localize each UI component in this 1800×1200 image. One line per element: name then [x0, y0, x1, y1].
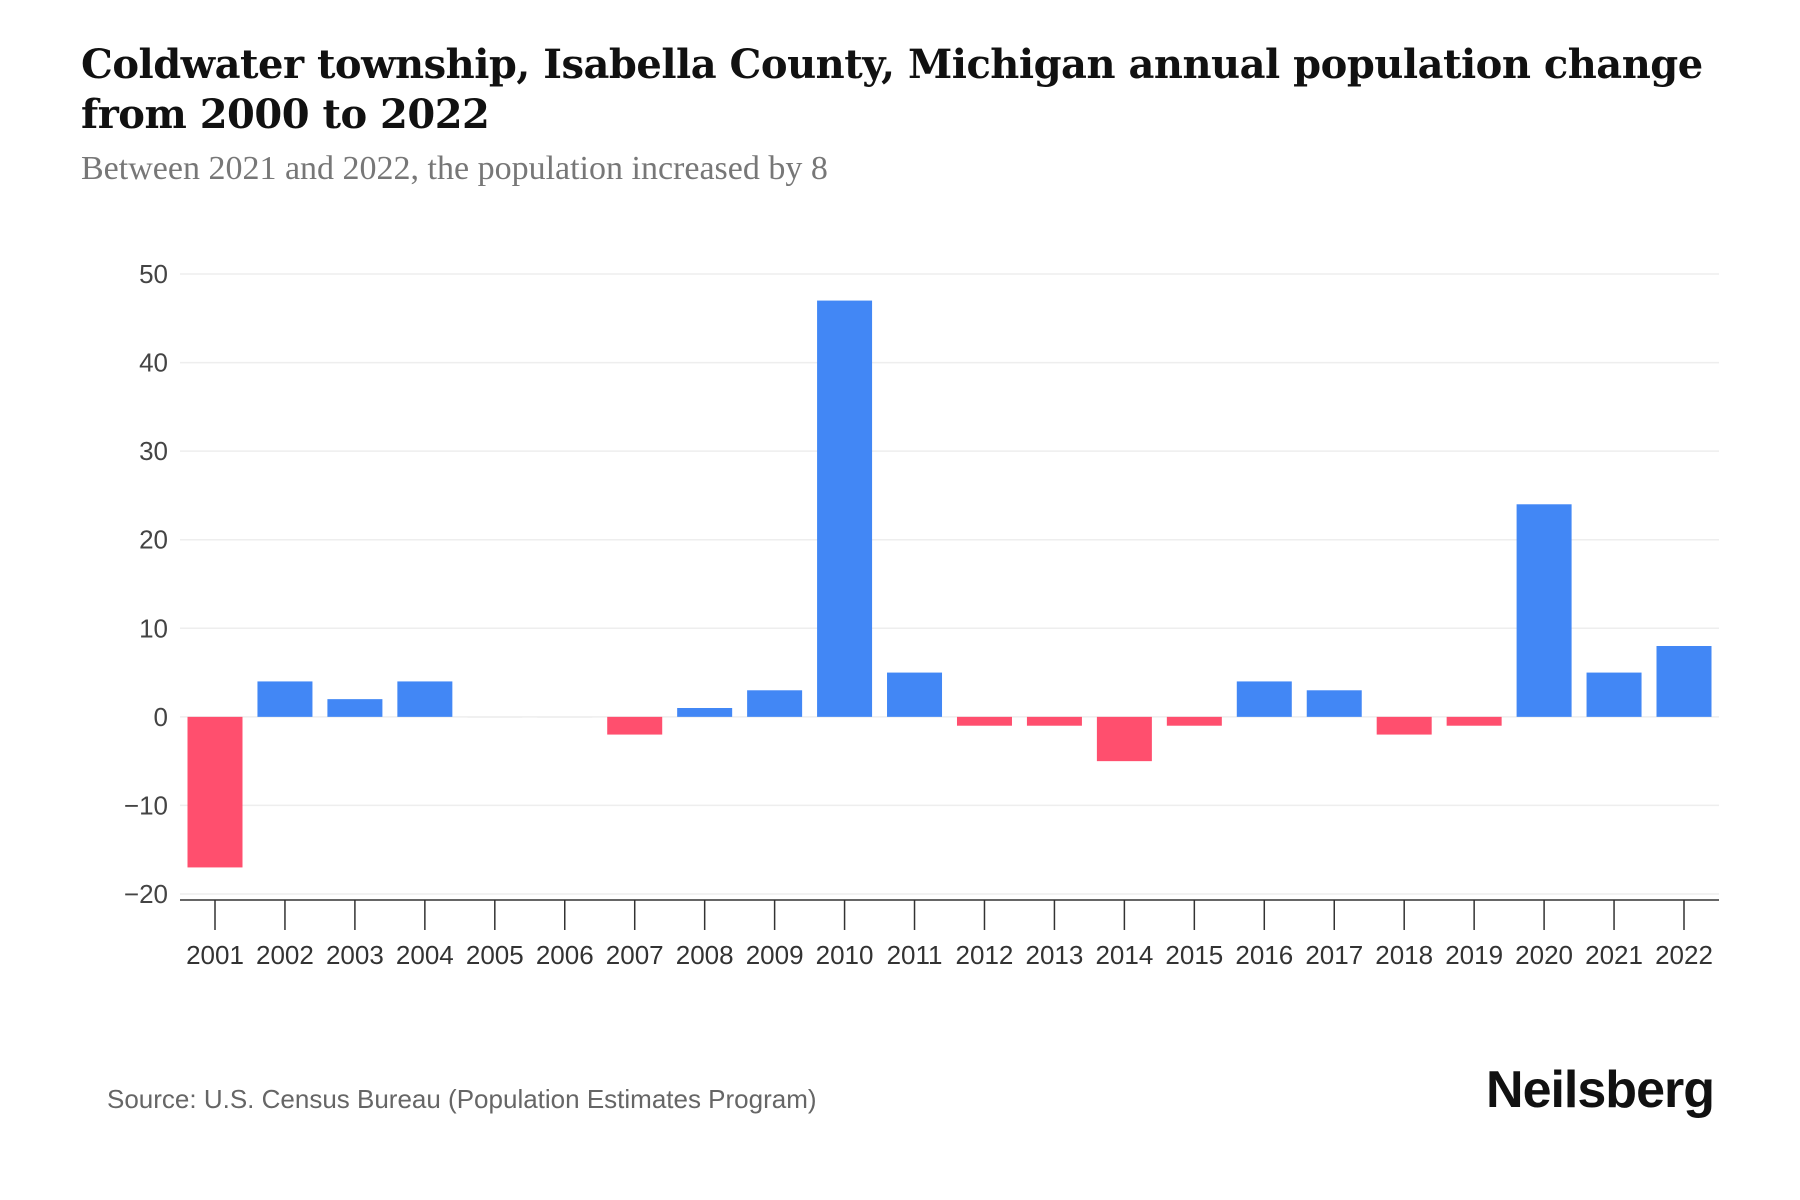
x-tick-label: 2011 [887, 940, 943, 970]
bar-2020 [1516, 504, 1572, 717]
x-tick-label: 2015 [1165, 940, 1223, 970]
source-note: Source: U.S. Census Bureau (Population E… [107, 1084, 817, 1114]
bar-2010 [817, 300, 873, 717]
x-tick-label: 2020 [1515, 940, 1573, 970]
y-tick-label: 30 [139, 436, 168, 466]
x-tick-label: 2019 [1445, 940, 1503, 970]
y-tick-label: −10 [124, 790, 168, 820]
x-tick-label: 2004 [396, 940, 454, 970]
y-tick-label: 40 [139, 348, 168, 378]
y-tick-label: 0 [154, 702, 168, 732]
y-tick-label: 50 [139, 259, 168, 289]
bar-2019 [1446, 716, 1502, 726]
bar-2005 [467, 716, 523, 718]
bar-2015 [1166, 716, 1222, 726]
bar-2016 [1236, 681, 1292, 717]
x-tick-label: 2005 [466, 940, 524, 970]
bar-2006 [537, 716, 593, 718]
bar-2007 [607, 716, 663, 735]
y-tick-label: 10 [139, 613, 168, 643]
chart-title: Coldwater township, Isabella County, Mic… [81, 41, 1703, 138]
x-tick-label: 2007 [606, 940, 664, 970]
chart-subtitle: Between 2021 and 2022, the population in… [81, 150, 828, 187]
bar-2001 [187, 716, 243, 868]
bar-2012 [956, 716, 1012, 726]
x-tick-label: 2022 [1655, 940, 1713, 970]
x-tick-label: 2012 [956, 940, 1014, 970]
y-tick-label: −20 [124, 879, 168, 909]
bar-2018 [1376, 716, 1432, 735]
x-tick-label: 2008 [676, 940, 734, 970]
x-tick-label: 2009 [746, 940, 804, 970]
x-tick-label: 2014 [1095, 940, 1153, 970]
x-tick-label: 2001 [186, 940, 244, 970]
bar-2021 [1586, 672, 1642, 717]
x-tick-label: 2017 [1305, 940, 1363, 970]
x-tick-label: 2002 [256, 940, 314, 970]
bar-2011 [887, 672, 943, 717]
bar-2017 [1306, 690, 1362, 717]
y-tick-label: 20 [139, 525, 168, 555]
bar-2002 [257, 681, 313, 717]
bar-2009 [747, 690, 803, 717]
bar-2022 [1656, 646, 1712, 717]
x-tick-label: 2016 [1235, 940, 1293, 970]
bar-2008 [677, 708, 733, 717]
bar-2004 [397, 681, 453, 717]
x-tick-label: 2013 [1026, 940, 1084, 970]
x-tick-label: 2018 [1375, 940, 1433, 970]
bar-2003 [327, 699, 383, 717]
x-tick-label: 2003 [326, 940, 384, 970]
x-tick-label: 2006 [536, 940, 594, 970]
neilsberg-logo: Neilsberg [1486, 1061, 1715, 1119]
bar-2013 [1026, 716, 1082, 726]
x-tick-label: 2021 [1585, 940, 1643, 970]
x-tick-label: 2010 [816, 940, 874, 970]
bar-2014 [1096, 716, 1152, 762]
